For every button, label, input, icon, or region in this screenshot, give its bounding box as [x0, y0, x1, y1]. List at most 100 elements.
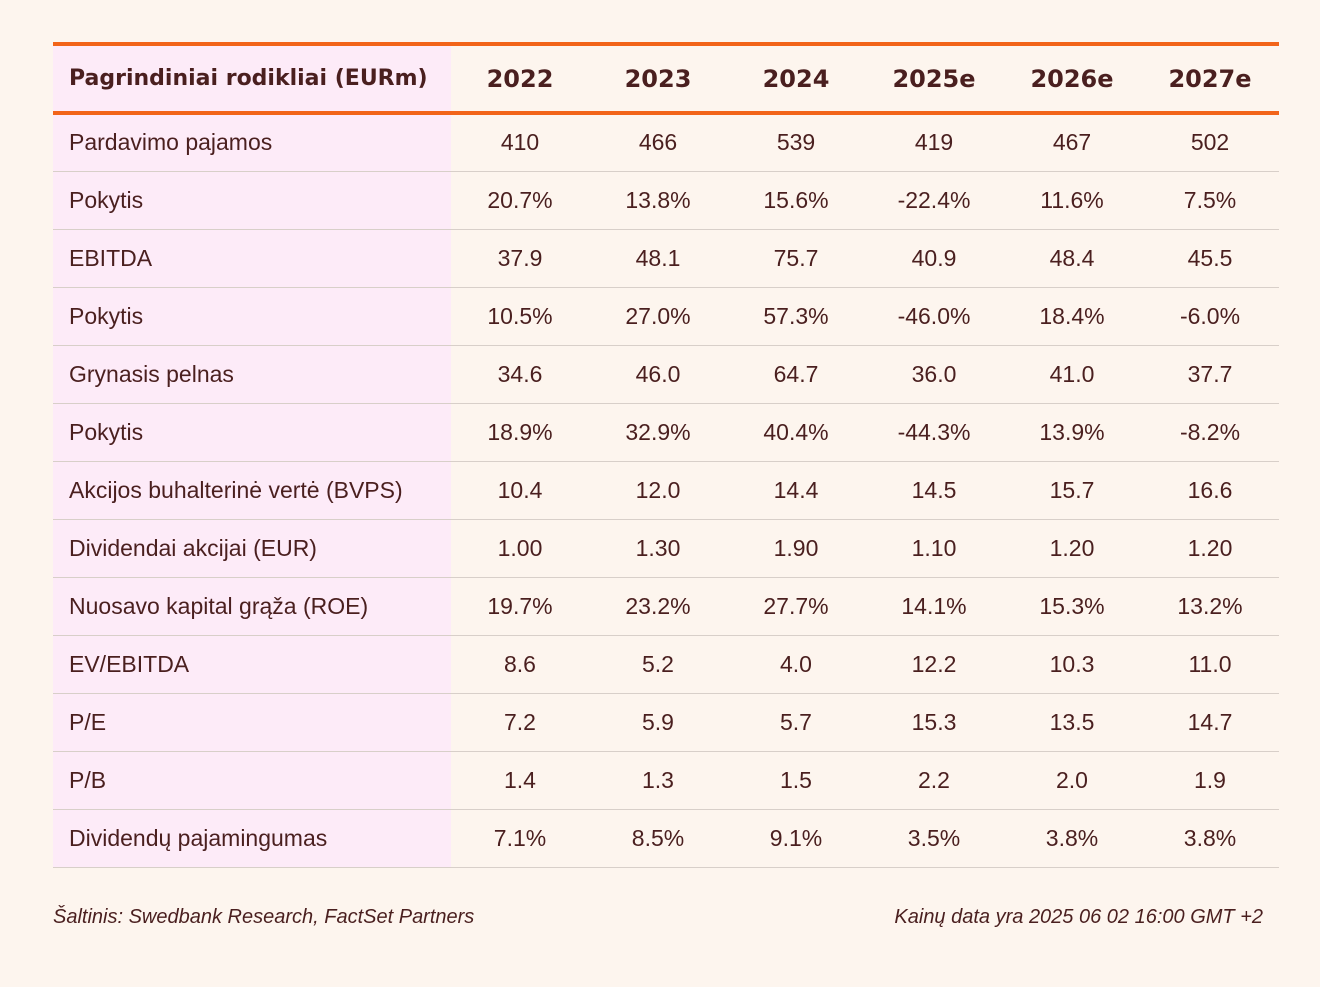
row-value: 57.3%	[727, 287, 865, 346]
header-year: 2022	[451, 42, 589, 115]
row-value: 539	[727, 113, 865, 172]
row-value: 45.5	[1141, 229, 1279, 288]
table-row: Pokytis 10.5% 27.0% 57.3% -46.0% 18.4% -6.0%	[53, 287, 1279, 346]
row-value: -22.4%	[865, 171, 1003, 230]
row-label: Pardavimo pajamos	[53, 113, 451, 172]
row-value: 11.6%	[1003, 171, 1141, 230]
row-value: 18.9%	[451, 403, 589, 462]
price-date-note: Kainų data yra 2025 06 02 16:00 GMT +2	[894, 906, 1263, 928]
row-value: 1.90	[727, 519, 865, 578]
header-year: 2027e	[1141, 42, 1279, 115]
row-value: 1.4	[451, 751, 589, 810]
row-value: 467	[1003, 113, 1141, 172]
table-row: Dividendų pajamingumas 7.1% 8.5% 9.1% 3.5% 3.…	[53, 809, 1279, 868]
table-row: Pardavimo pajamos 410 466 539 419 467 502	[53, 113, 1279, 172]
row-label: Pokytis	[53, 287, 451, 346]
row-value: 34.6	[451, 345, 589, 404]
row-value: 4.0	[727, 635, 865, 694]
row-value: 9.1%	[727, 809, 865, 868]
row-value: 13.9%	[1003, 403, 1141, 462]
row-value: 10.5%	[451, 287, 589, 346]
header-year: 2025e	[865, 42, 1003, 115]
row-value: 1.10	[865, 519, 1003, 578]
row-value: 7.1%	[451, 809, 589, 868]
key-metrics-table-container: Pagrindiniai rodikliai (EURm) 2022 2023 …	[53, 42, 1279, 868]
row-value: 12.2	[865, 635, 1003, 694]
row-value: 3.8%	[1003, 809, 1141, 868]
row-value: 19.7%	[451, 577, 589, 636]
row-value: 7.2	[451, 693, 589, 752]
row-value: 16.6	[1141, 461, 1279, 520]
row-value: 8.5%	[589, 809, 727, 868]
row-label: Nuosavo kapital grąža (ROE)	[53, 577, 451, 636]
table-row: Dividendai akcijai (EUR) 1.00 1.30 1.90 1.10…	[53, 519, 1279, 578]
table-row: Grynasis pelnas 34.6 46.0 64.7 36.0 41.0 37.7	[53, 345, 1279, 404]
row-value: 15.3	[865, 693, 1003, 752]
header-label: Pagrindiniai rodikliai (EURm)	[53, 42, 451, 115]
table-row: EBITDA 37.9 48.1 75.7 40.9 48.4 45.5	[53, 229, 1279, 288]
row-value: 13.2%	[1141, 577, 1279, 636]
row-label: Pokytis	[53, 171, 451, 230]
row-value: 15.7	[1003, 461, 1141, 520]
source-note: Šaltinis: Swedbank Research, FactSet Par…	[53, 906, 475, 928]
row-value: 13.5	[1003, 693, 1141, 752]
row-value: 36.0	[865, 345, 1003, 404]
key-metrics-table: Pagrindiniai rodikliai (EURm) 2022 2023 …	[53, 42, 1279, 868]
row-value: 64.7	[727, 345, 865, 404]
row-value: 15.6%	[727, 171, 865, 230]
table-row: Akcijos buhalterinė vertė (BVPS) 10.4 12.0…	[53, 461, 1279, 520]
row-value: 41.0	[1003, 345, 1141, 404]
row-value: 1.00	[451, 519, 589, 578]
header-year: 2024	[727, 42, 865, 115]
row-value: -6.0%	[1141, 287, 1279, 346]
row-value: 27.0%	[589, 287, 727, 346]
row-value: 18.4%	[1003, 287, 1141, 346]
row-value: 7.5%	[1141, 171, 1279, 230]
row-value: -44.3%	[865, 403, 1003, 462]
row-value: 37.9	[451, 229, 589, 288]
row-label: Akcijos buhalterinė vertė (BVPS)	[53, 461, 451, 520]
row-value: 8.6	[451, 635, 589, 694]
row-label: Grynasis pelnas	[53, 345, 451, 404]
row-value: 410	[451, 113, 589, 172]
row-value: 11.0	[1141, 635, 1279, 694]
row-value: 48.4	[1003, 229, 1141, 288]
row-value: 1.3	[589, 751, 727, 810]
row-value: 1.20	[1003, 519, 1141, 578]
row-value: -46.0%	[865, 287, 1003, 346]
row-value: 14.1%	[865, 577, 1003, 636]
row-value: 37.7	[1141, 345, 1279, 404]
row-value: 502	[1141, 113, 1279, 172]
row-label: EV/EBITDA	[53, 635, 451, 694]
row-value: 10.4	[451, 461, 589, 520]
header-year: 2023	[589, 42, 727, 115]
table-header-row: Pagrindiniai rodikliai (EURm) 2022 2023 …	[53, 42, 1279, 115]
row-value: 3.8%	[1141, 809, 1279, 868]
row-value: 27.7%	[727, 577, 865, 636]
row-label: Dividendų pajamingumas	[53, 809, 451, 868]
row-value: 23.2%	[589, 577, 727, 636]
row-value: 14.4	[727, 461, 865, 520]
table-row: Pokytis 18.9% 32.9% 40.4% -44.3% 13.9% -8.2%	[53, 403, 1279, 462]
row-value: 5.2	[589, 635, 727, 694]
table-row: Nuosavo kapital grąža (ROE) 19.7% 23.2% 27.…	[53, 577, 1279, 636]
row-value: 5.7	[727, 693, 865, 752]
row-value: 2.2	[865, 751, 1003, 810]
row-value: 15.3%	[1003, 577, 1141, 636]
header-year: 2026e	[1003, 42, 1141, 115]
row-value: 48.1	[589, 229, 727, 288]
table-row: Pokytis 20.7% 13.8% 15.6% -22.4% 11.6% 7.5%	[53, 171, 1279, 230]
row-value: 1.5	[727, 751, 865, 810]
row-label: P/E	[53, 693, 451, 752]
row-value: 1.20	[1141, 519, 1279, 578]
row-value: 466	[589, 113, 727, 172]
table-row: P/B 1.4 1.3 1.5 2.2 2.0 1.9	[53, 751, 1279, 810]
row-value: 32.9%	[589, 403, 727, 462]
row-value: 13.8%	[589, 171, 727, 230]
row-value: 3.5%	[865, 809, 1003, 868]
row-value: 419	[865, 113, 1003, 172]
row-value: 2.0	[1003, 751, 1141, 810]
row-value: 12.0	[589, 461, 727, 520]
row-value: -8.2%	[1141, 403, 1279, 462]
row-value: 14.7	[1141, 693, 1279, 752]
